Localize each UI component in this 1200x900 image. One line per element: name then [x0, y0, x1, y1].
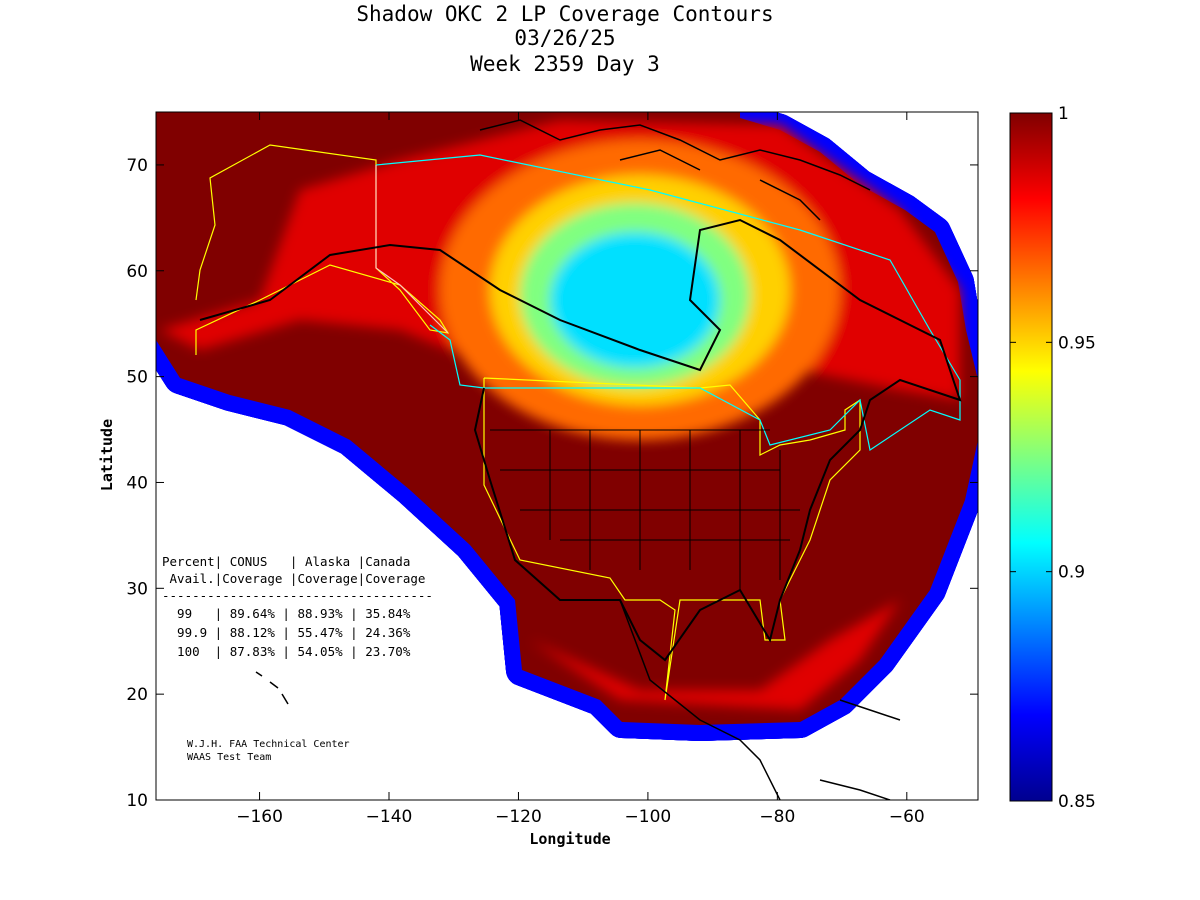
table-row-99: 99 | 89.64% | 88.93% | 35.84% — [162, 606, 411, 621]
table-row-99-9: 99.9 | 88.12% | 55.47% | 24.36% — [162, 625, 411, 640]
table-header-row-1: Percent| CONUS | Alaska |Canada — [162, 554, 410, 569]
table-divider: ------------------------------------ — [162, 588, 433, 603]
plot-area: Percent| CONUS | Alaska |Canada Avail.|C… — [156, 112, 978, 800]
chart-title: Shadow OKC 2 LP Coverage Contours — [356, 2, 773, 26]
conus-state-lines — [490, 429, 800, 590]
conus-coastline — [199, 218, 962, 662]
coverage-gradient-regions — [160, 120, 960, 710]
y-tick-label: 40 — [126, 473, 148, 493]
table-header-row-2: Avail.|Coverage |Coverage|Coverage — [162, 571, 425, 586]
table-row-100: 100 | 87.83% | 54.05% | 23.70% — [162, 644, 411, 659]
y-tick-label: 10 — [126, 791, 148, 811]
plot-frame — [155, 111, 979, 801]
colorbar — [1009, 112, 1053, 802]
y-tick-label: 20 — [126, 685, 148, 705]
coverage-contours — [156, 112, 978, 741]
x-axis: −160 −140 −120 −100 −80 −60 — [236, 112, 925, 827]
y-axis: 10 20 30 40 50 60 70 — [126, 156, 978, 811]
y-tick-label: 50 — [126, 368, 148, 388]
hawaii-islands — [255, 671, 289, 705]
y-tick-label: 30 — [126, 579, 148, 599]
x-tick-label: −80 — [759, 807, 795, 827]
coverage-table: Percent| CONUS | Alaska |Canada Avail.|C… — [162, 554, 433, 659]
x-tick-label: −160 — [236, 807, 283, 827]
coastlines — [199, 119, 962, 800]
cyan-contour — [550, 232, 720, 368]
chart-date: 03/26/25 — [514, 26, 615, 50]
conus-region-boundary — [483, 377, 861, 701]
colorbar-tick-label: 0.9 — [1058, 563, 1085, 583]
alaska-canada-border — [375, 165, 449, 334]
y-axis-label: Latitude — [98, 419, 116, 491]
colorbar-tick-label: 1 — [1058, 104, 1069, 124]
chart-week-day: Week 2359 Day 3 — [470, 52, 660, 76]
arctic-islands — [479, 119, 871, 221]
x-tick-label: −100 — [625, 807, 672, 827]
colorbar-tick-label: 0.85 — [1058, 792, 1096, 812]
colorbar-axis: 0.85 0.9 0.95 1 — [1010, 104, 1096, 812]
colorbar-tick-label: 0.95 — [1058, 333, 1096, 353]
y-tick-label: 70 — [126, 156, 148, 176]
x-tick-label: −60 — [889, 807, 925, 827]
x-tick-label: −120 — [495, 807, 542, 827]
credit-line-1: W.J.H. FAA Technical Center — [187, 739, 350, 750]
credit-line-2: WAAS Test Team — [187, 752, 271, 763]
x-axis-label: Longitude — [529, 830, 610, 848]
x-tick-label: −140 — [366, 807, 413, 827]
mexico-central-america — [619, 599, 901, 800]
y-tick-label: 60 — [126, 262, 148, 282]
red-band-south — [530, 600, 900, 710]
